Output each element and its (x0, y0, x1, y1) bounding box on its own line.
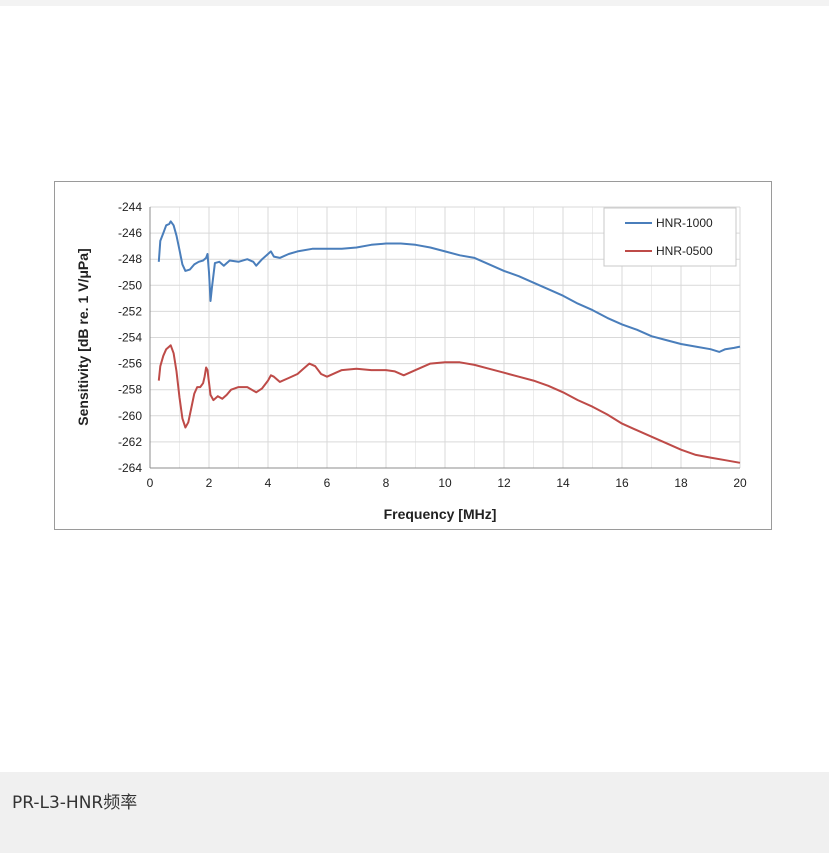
x-tick-label: 16 (615, 476, 629, 490)
sensitivity-chart: 0 2 4 6 8 10 12 14 16 18 20 -264 -262 -260 -258 -256 -25… (75, 200, 747, 522)
y-tick-label: -244 (118, 200, 142, 214)
top-strip (0, 0, 829, 6)
x-tick-label: 2 (206, 476, 213, 490)
x-tick-label: 6 (324, 476, 331, 490)
legend-label-hnr-0500: HNR-0500 (656, 244, 713, 258)
x-tick-label: 8 (383, 476, 390, 490)
series-line-hnr-1000 (157, 220, 741, 353)
y-tick-label: -252 (118, 304, 142, 318)
y-tick-label: -260 (118, 409, 142, 423)
legend-label-hnr-1000: HNR-1000 (656, 216, 713, 230)
legend-box (603, 207, 737, 267)
x-tick-label: 20 (733, 476, 747, 490)
x-tick-label: 0 (147, 476, 154, 490)
x-tick-label: 14 (556, 476, 570, 490)
y-tick-label: -262 (118, 435, 142, 449)
x-tick-label: 10 (438, 476, 452, 490)
caption-bar (0, 772, 829, 853)
y-tick-label: -246 (118, 226, 142, 240)
x-tick-label: 18 (674, 476, 688, 490)
y-tick-label: -256 (118, 357, 142, 371)
y-axis-title: Sensitivity [dB re. 1 V/μPa] (75, 248, 91, 425)
y-tick-label: -258 (118, 383, 142, 397)
x-tick-label: 12 (497, 476, 511, 490)
series-line-hnr-0500 (157, 344, 741, 464)
y-tick-label: -254 (118, 331, 142, 345)
x-axis-title: Frequency [MHz] (384, 506, 497, 522)
y-tick-label: -264 (118, 461, 142, 475)
x-tick-label: 4 (265, 476, 272, 490)
series-lines (157, 220, 741, 464)
y-tick-label: -250 (118, 278, 142, 292)
axes: 0 2 4 6 8 10 12 14 16 18 20 -264 -262 -260 -258 -256 -25… (118, 200, 747, 490)
y-tick-label: -248 (118, 252, 142, 266)
legend: HNR-1000 HNR-0500 (603, 207, 737, 267)
caption-text: PR-L3-HNR频率 (12, 793, 138, 813)
